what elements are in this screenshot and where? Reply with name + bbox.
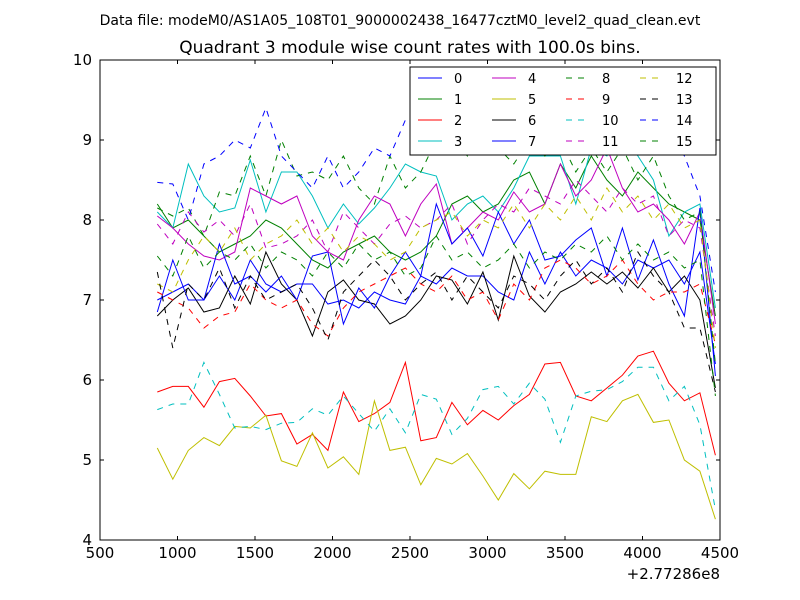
legend-label-0: 0 bbox=[454, 72, 462, 87]
x-tick-label: 2500 bbox=[391, 544, 429, 562]
legend-label-14: 14 bbox=[676, 114, 693, 129]
legend-label-8: 8 bbox=[602, 72, 610, 87]
y-tick-label: 4 bbox=[82, 531, 92, 549]
legend-label-1: 1 bbox=[454, 93, 462, 108]
x-tick-label: 3500 bbox=[546, 544, 584, 562]
legend-label-4: 4 bbox=[528, 72, 536, 87]
legend-label-11: 11 bbox=[602, 135, 619, 150]
figure-suptitle: Data file: modeM0/AS1A05_108T01_90000024… bbox=[100, 13, 701, 29]
series-line-15 bbox=[156, 234, 716, 397]
series-line-6 bbox=[156, 250, 716, 389]
x-tick-label: 4500 bbox=[701, 544, 739, 562]
series-line-0 bbox=[157, 250, 716, 365]
y-tick-label: 7 bbox=[82, 291, 92, 309]
x-tick-label: 500 bbox=[86, 544, 115, 562]
legend-label-2: 2 bbox=[454, 114, 462, 129]
legend-label-7: 7 bbox=[528, 135, 536, 150]
series-line-2 bbox=[157, 350, 716, 456]
series-layer bbox=[156, 86, 716, 520]
y-tick-label: 10 bbox=[73, 51, 92, 69]
legend-label-5: 5 bbox=[528, 93, 536, 108]
legend-label-13: 13 bbox=[676, 93, 693, 108]
x-tick-label: 1000 bbox=[158, 544, 196, 562]
chart-title: Quadrant 3 module wise count rates with … bbox=[179, 38, 640, 58]
x-tick-label: 2000 bbox=[313, 544, 351, 562]
series-line-12 bbox=[157, 186, 716, 349]
series-line-4 bbox=[156, 146, 716, 325]
x-axis: 500 1000 1500 2000 2500 3000 3500 4000 4500 bbox=[86, 60, 739, 562]
legend-label-9: 9 bbox=[602, 93, 610, 108]
legend-label-10: 10 bbox=[602, 114, 619, 129]
x-tick-label: 3000 bbox=[468, 544, 506, 562]
legend-label-15: 15 bbox=[676, 135, 693, 150]
x-tick-label: 4000 bbox=[623, 544, 661, 562]
legend-label-12: 12 bbox=[676, 72, 693, 87]
legend-label-3: 3 bbox=[454, 135, 462, 150]
legend-frame bbox=[409, 66, 717, 156]
series-line-10 bbox=[157, 361, 716, 510]
series-line-13 bbox=[156, 250, 716, 393]
x-tick-label: 1500 bbox=[236, 544, 274, 562]
y-tick-label: 5 bbox=[82, 451, 92, 469]
series-line-5 bbox=[156, 393, 716, 520]
y-tick-label: 9 bbox=[82, 131, 92, 149]
y-tick-label: 8 bbox=[82, 211, 92, 229]
legend-label-6: 6 bbox=[528, 114, 536, 129]
x-offset-label: +2.77286e8 bbox=[627, 565, 720, 583]
y-tick-label: 6 bbox=[82, 371, 92, 389]
